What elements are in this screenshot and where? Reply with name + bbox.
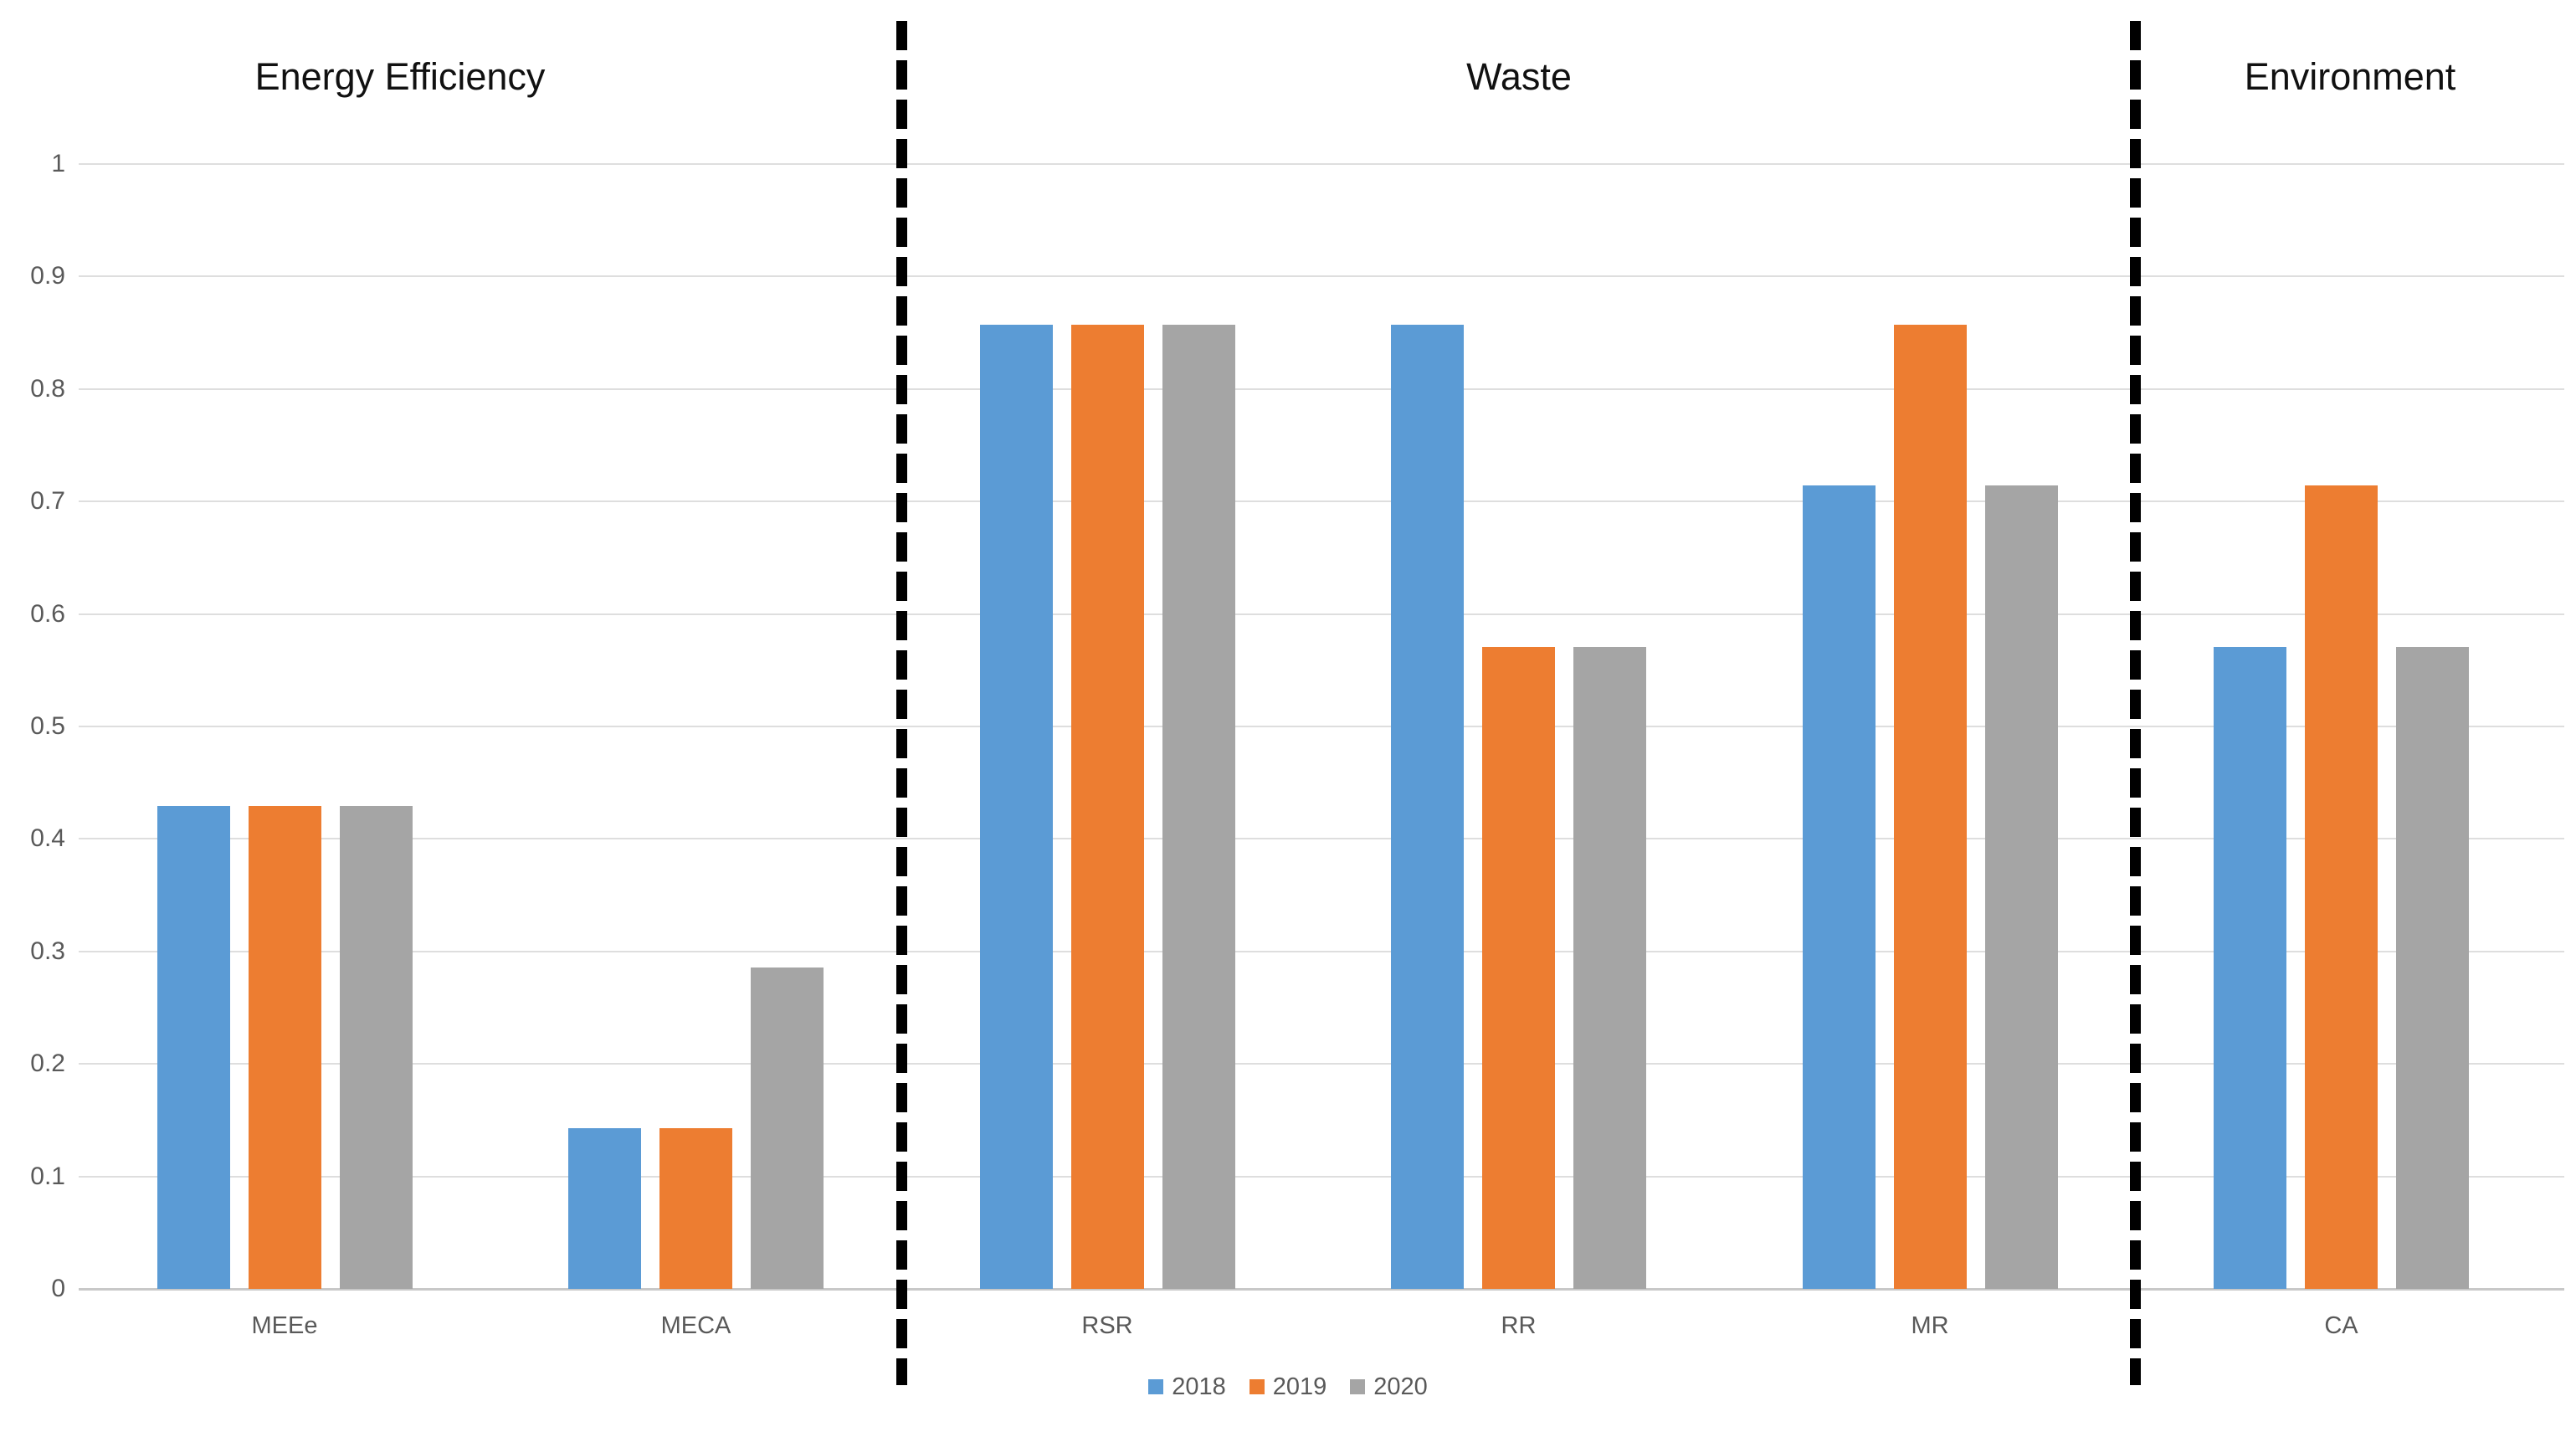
bar-2019-MECA [659,1127,732,1289]
bar-2019-RSR [1070,325,1144,1289]
bar-2019-CA [2305,485,2378,1289]
legend-label: 2020 [1373,1373,1428,1400]
bar-2019-RR [1482,646,1555,1289]
bar-2018-MR [1802,485,1876,1289]
category-label: MR [1911,1312,1949,1339]
x-axis-line [79,1288,2564,1291]
legend-item-2020: 2020 [1350,1373,1428,1401]
bar-2020-MEEe [339,806,413,1289]
legend-item-2018: 2018 [1148,1373,1226,1401]
y-tick-label: 0.7 [30,487,65,516]
gridline [79,950,2564,952]
y-tick-label: 0.6 [30,599,65,628]
section-separator-icon [895,21,907,1385]
bar-2018-MEEe [157,806,230,1289]
legend-item-2019: 2019 [1249,1373,1327,1401]
gridline [79,1175,2564,1178]
y-tick-label: 0.2 [30,1050,65,1078]
bar-2020-MECA [751,967,824,1289]
bar-2018-MECA [568,1127,641,1289]
y-tick-label: 0.5 [30,712,65,740]
gridline [79,163,2564,165]
bar-2019-MEEe [248,806,321,1289]
bar-2018-CA [2214,646,2286,1289]
gridline [79,726,2564,727]
gridline [79,388,2564,390]
gridline [79,275,2564,278]
gridline [79,1063,2564,1065]
category-label: CA [2324,1312,2358,1339]
section-title: Energy Efficiency [254,55,546,98]
section-title: Waste [1466,55,1572,98]
gridline [79,838,2564,840]
section-title: Environment [2244,55,2456,98]
legend-swatch-icon [1148,1379,1164,1394]
y-tick-label: 0.8 [30,374,65,403]
bar-2018-RSR [979,325,1053,1289]
category-label: MECA [660,1312,731,1339]
category-label: RSR [1081,1312,1133,1339]
bar-2020-RR [1573,646,1646,1289]
y-tick-label: 0.1 [30,1162,65,1190]
legend-swatch-icon [1350,1379,1366,1394]
bar-2019-MR [1893,325,1967,1289]
bar-2020-CA [2396,646,2469,1289]
category-label: MEEe [251,1312,318,1339]
y-tick-label: 0 [51,1275,65,1302]
y-tick-label: 1 [51,150,65,177]
bar-2018-RR [1391,325,1464,1289]
y-tick-label: 0.4 [30,824,65,853]
gridline [79,500,2564,503]
gridline [79,613,2564,615]
legend-label: 2018 [1172,1373,1226,1400]
legend-swatch-icon [1249,1379,1265,1394]
section-separator-icon [2130,21,2142,1385]
bar-2020-RSR [1162,325,1235,1289]
category-label: RR [1501,1312,1537,1339]
y-tick-label: 0.9 [30,262,65,290]
y-tick-label: 0.3 [30,937,65,965]
bar-2020-MR [1984,485,2058,1289]
legend-label: 2019 [1272,1373,1327,1400]
legend: 2018 2019 2020 [0,1373,2576,1401]
